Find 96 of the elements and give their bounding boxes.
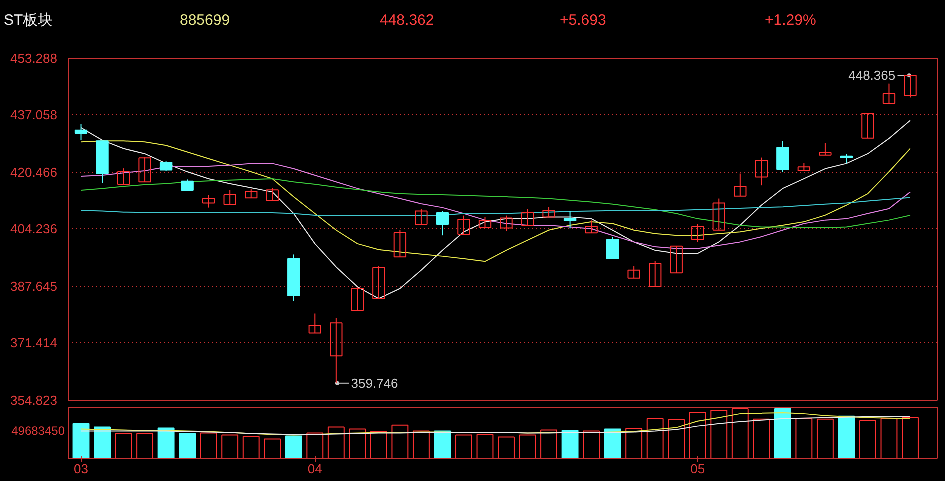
candlestick [606,236,620,260]
bar [774,408,792,458]
bar [222,434,239,458]
bar [753,418,770,458]
annotation: 448.365 [848,68,896,84]
y-tick-label: 387.645 [10,279,58,294]
candlestick [74,124,88,141]
bar [498,436,515,458]
x-tick-label: 04 [308,462,322,476]
bar [902,417,919,458]
bar [115,433,132,458]
bar [476,434,494,458]
bar [838,416,856,458]
line-series [80,178,911,228]
candlestick [819,142,832,156]
bar [646,418,664,458]
candlestick [755,157,768,186]
bar [626,428,643,458]
bar [540,430,558,458]
y-tick-label: 453.288 [10,51,58,66]
candlestick [500,215,513,232]
candlestick [266,188,279,202]
chart-title: ST板块 [4,11,54,31]
candlestick [181,179,194,191]
bar [392,424,409,458]
bar [242,436,260,458]
bar [710,410,728,458]
text: 448.362 [380,11,434,31]
candlestick [138,156,152,183]
bar [179,433,196,458]
bar [370,431,388,458]
bar [456,434,472,458]
bar [328,426,345,458]
bar [689,412,706,458]
candlestick [224,190,236,206]
text: +5.693 [560,11,606,31]
bar [880,418,898,458]
candlestick [564,210,577,230]
line-series [80,163,911,250]
bar [349,428,366,458]
text: 885699 [180,11,230,31]
candlestick [394,230,407,258]
text: 49683450 [12,423,65,440]
bar [158,428,175,458]
bar [412,430,430,458]
bar [200,432,218,458]
bar [860,420,876,458]
bar [285,436,302,458]
bar [94,426,111,458]
candlestick [670,246,683,274]
candlestick [415,208,428,225]
bar [604,428,622,458]
y-tick-label: 437.058 [10,107,58,122]
bar [732,408,749,458]
candlestick [649,260,662,288]
candlestick [692,224,704,243]
y-tick-label: 404.236 [10,221,58,236]
line-series [80,120,911,300]
candlestick [458,215,470,236]
candlestick [308,313,322,334]
bar [796,418,813,458]
candlestick [882,83,896,104]
bar [668,419,686,458]
bar [434,430,452,458]
y-tick-label: 420.466 [10,165,58,180]
candlestick [585,220,598,234]
text: +1.29% [765,11,816,31]
candlestick [117,168,130,186]
bar [583,430,600,458]
annotation: 359.746 [351,376,398,391]
bar [306,432,324,458]
x-tick-label: 05 [690,462,706,476]
candlestick [776,140,790,173]
line-series [80,140,911,262]
candlestick [840,154,854,164]
candlestick [160,161,173,172]
bar [519,434,536,458]
candlestick [372,266,386,300]
candlestick [628,266,640,279]
candlestick [862,113,874,139]
bar [264,438,282,458]
x-tick-label: 03 [74,462,88,476]
candlestick [521,208,534,226]
y-tick-label: 371.414 [10,335,58,350]
bar [816,418,834,458]
candlestick [478,216,492,228]
candlestick [436,210,450,236]
candlestick [542,206,556,218]
bar [72,423,90,458]
candlestick [712,198,726,231]
candlestick [202,194,216,208]
candlestick [734,173,747,197]
candlestick [351,287,364,312]
bar [136,433,154,458]
bar [562,430,579,458]
y-tick-label: 354.823 [10,393,58,408]
